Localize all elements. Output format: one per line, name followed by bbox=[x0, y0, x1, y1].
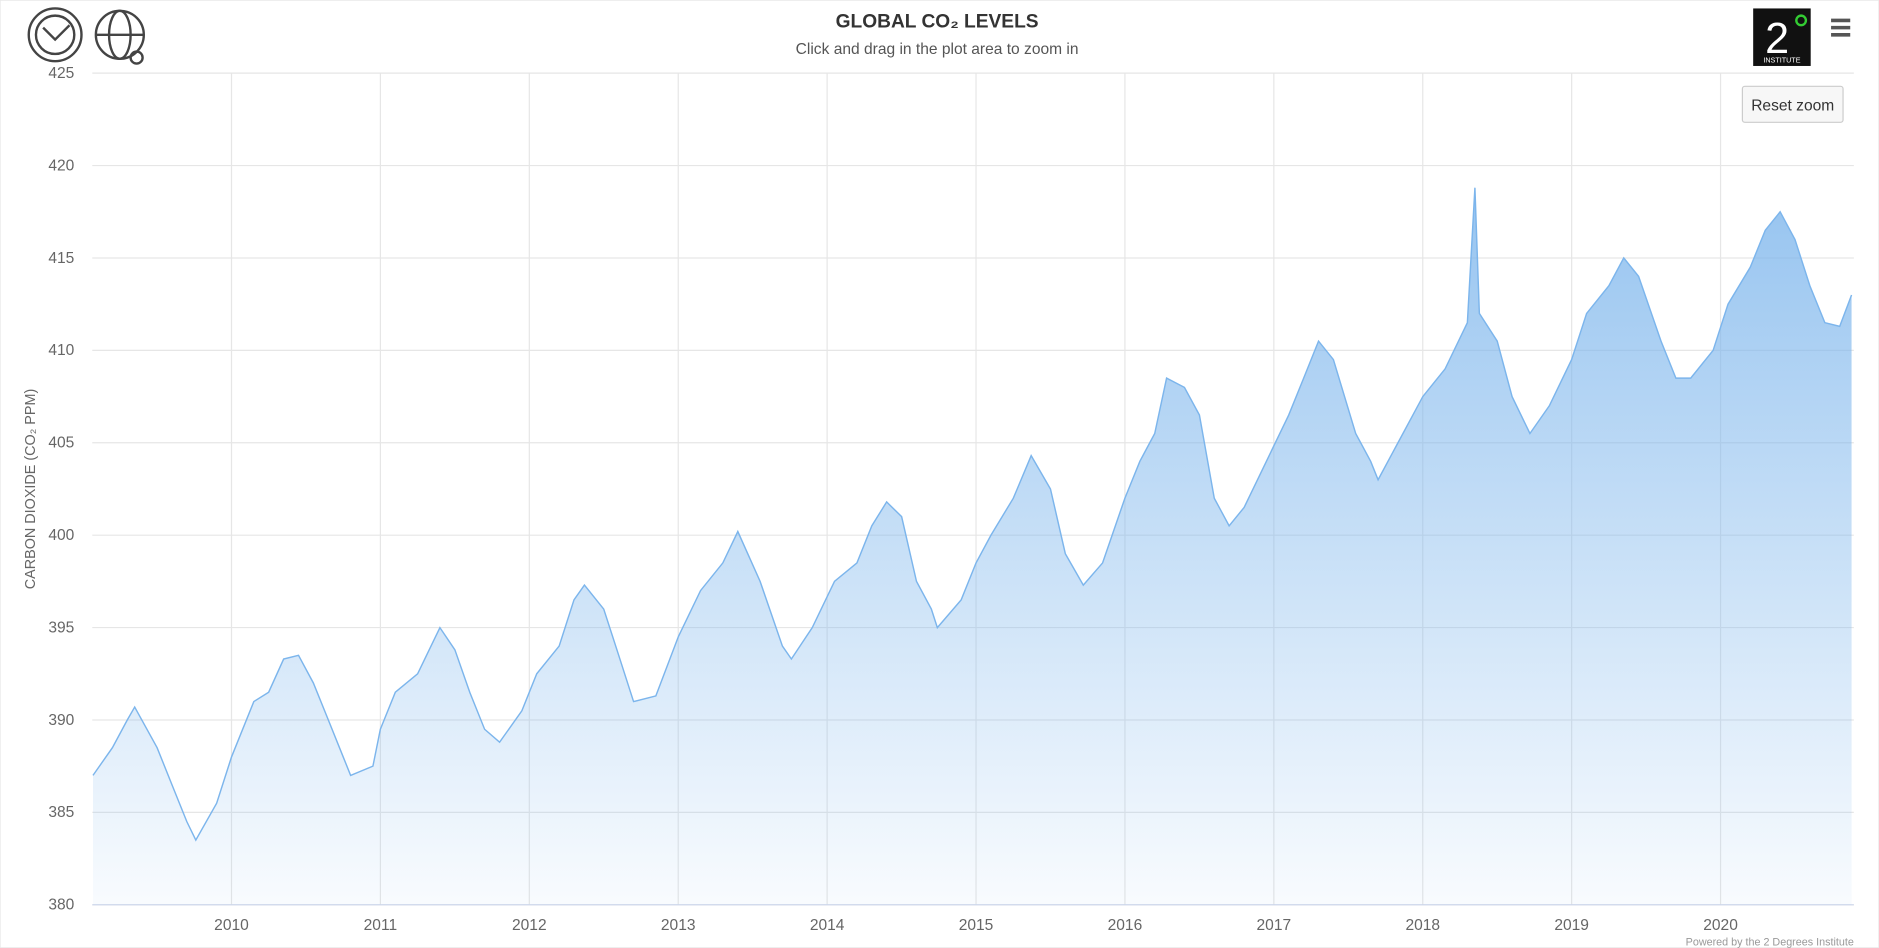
x-tick-label: 2014 bbox=[810, 917, 845, 934]
x-tick-label: 2020 bbox=[1703, 917, 1738, 934]
y-tick-label: 405 bbox=[48, 435, 74, 452]
x-tick-label: 2017 bbox=[1257, 917, 1292, 934]
x-tick-label: 2013 bbox=[661, 917, 696, 934]
x-tick-label: 2012 bbox=[512, 917, 547, 934]
credits: Powered by the 2 Degrees Institute bbox=[1686, 937, 1854, 948]
x-tick-label: 2010 bbox=[214, 917, 249, 934]
globe-icon[interactable] bbox=[94, 9, 145, 65]
logo-caption: INSTITUTE bbox=[1763, 55, 1800, 64]
y-tick-label: 410 bbox=[48, 342, 74, 359]
logo-degree bbox=[1795, 14, 1808, 27]
x-tick-label: 2015 bbox=[959, 917, 994, 934]
y-tick-label: 415 bbox=[48, 250, 74, 267]
y-tick-label: 380 bbox=[48, 897, 74, 914]
reset-zoom-button[interactable]: Reset zoom bbox=[1741, 85, 1844, 123]
y-tick-label: 390 bbox=[48, 712, 74, 729]
x-tick-label: 2011 bbox=[364, 917, 397, 934]
chart-title: GLOBAL CO₂ LEVELS bbox=[836, 12, 1039, 33]
y-tick-label: 395 bbox=[48, 619, 74, 636]
reset-zoom-label[interactable]: Reset zoom bbox=[1751, 97, 1834, 114]
y-tick-label: 400 bbox=[48, 527, 74, 544]
logo-numeral: 2 bbox=[1765, 15, 1789, 63]
y-tick-label: 420 bbox=[48, 157, 74, 174]
line bbox=[92, 187, 1853, 842]
logo: 2 INSTITUTE bbox=[1753, 8, 1811, 66]
menu-button[interactable] bbox=[1831, 18, 1851, 37]
x-tick-label: 2018 bbox=[1405, 917, 1440, 934]
y-tick-label: 425 bbox=[48, 65, 74, 82]
x-tick-label: 2019 bbox=[1554, 917, 1589, 934]
area bbox=[92, 187, 1852, 905]
y-tick-label: 385 bbox=[48, 804, 74, 821]
logo-box bbox=[1753, 8, 1811, 66]
chart-subtitle: Click and drag in the plot area to zoom … bbox=[796, 41, 1079, 58]
x-tick-label: 2016 bbox=[1108, 917, 1143, 934]
y-axis-label: CARBON DIOXIDE (CO₂ PPM) bbox=[23, 389, 39, 589]
history-icon[interactable] bbox=[27, 7, 83, 63]
